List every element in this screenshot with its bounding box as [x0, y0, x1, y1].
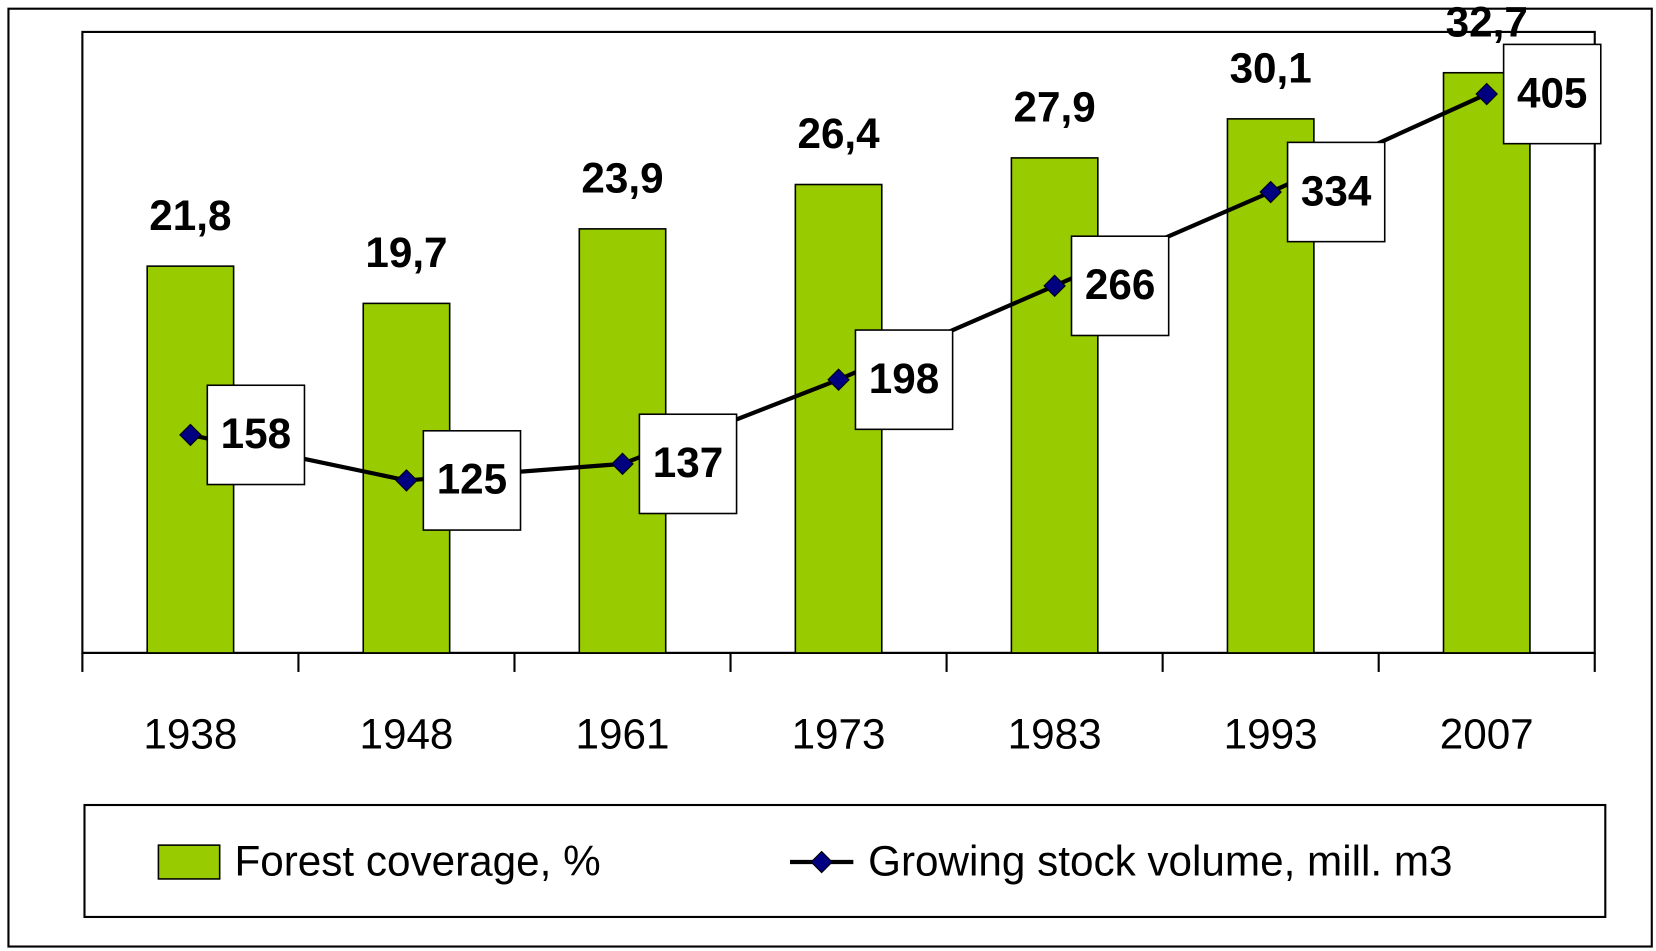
- bar-value-label: 21,8: [149, 192, 231, 239]
- line-value-label: 266: [1085, 261, 1155, 308]
- bar: [1010, 157, 1099, 654]
- bar: [794, 183, 883, 654]
- x-tick-label: 1938: [143, 711, 237, 758]
- line-value-label: 125: [437, 456, 507, 503]
- bar-value-label: 30,1: [1230, 44, 1312, 91]
- line-marker: [1259, 180, 1282, 204]
- value-label-box: [854, 329, 954, 431]
- plot: 1938 1948 1961 1973 1983 1993 2007 21,8 19,7 23,9…: [81, 0, 1602, 758]
- line-marker: [827, 368, 850, 391]
- bar-value-label: 27,9: [1014, 84, 1096, 131]
- x-tick-label: 1973: [792, 711, 886, 758]
- x-tick-label: 1983: [1008, 711, 1102, 758]
- bar-value-label: 19,7: [365, 229, 447, 276]
- line-marker: [1475, 82, 1499, 106]
- bar: [1442, 71, 1531, 654]
- bar-value-label: 23,9: [581, 155, 663, 202]
- legend: Forest coverage, % Growing stock volume, …: [157, 837, 1453, 884]
- legend-label: Forest coverage, %: [234, 837, 600, 884]
- value-label-box: [638, 413, 738, 515]
- line-marker: [179, 423, 202, 447]
- x-tick-label: 1961: [576, 711, 670, 758]
- value-label-box: [1286, 141, 1386, 243]
- line-value-label: 158: [221, 410, 291, 457]
- legend-swatch: [157, 844, 221, 880]
- line-value-label: 198: [869, 355, 939, 402]
- value-label-box: [422, 429, 522, 531]
- bar-value-label: 32,7: [1446, 0, 1528, 45]
- legend-label: Growing stock volume, mill. m3: [868, 837, 1452, 884]
- line-marker: [395, 469, 418, 492]
- line-value-label: 405: [1517, 69, 1587, 116]
- x-tick-label: 2007: [1440, 711, 1534, 758]
- x-tick-label: 1993: [1224, 711, 1318, 758]
- value-label-box: [1502, 43, 1602, 145]
- line-value-label: 334: [1301, 167, 1372, 214]
- legend-marker: [810, 850, 833, 874]
- x-tick-label: 1948: [359, 711, 453, 758]
- value-label-box: [206, 384, 306, 486]
- line-marker: [1043, 274, 1066, 298]
- bar-value-label: 26,4: [797, 110, 880, 157]
- value-label-box: [1070, 235, 1170, 337]
- line-marker: [611, 452, 634, 476]
- line-value-label: 137: [653, 439, 723, 486]
